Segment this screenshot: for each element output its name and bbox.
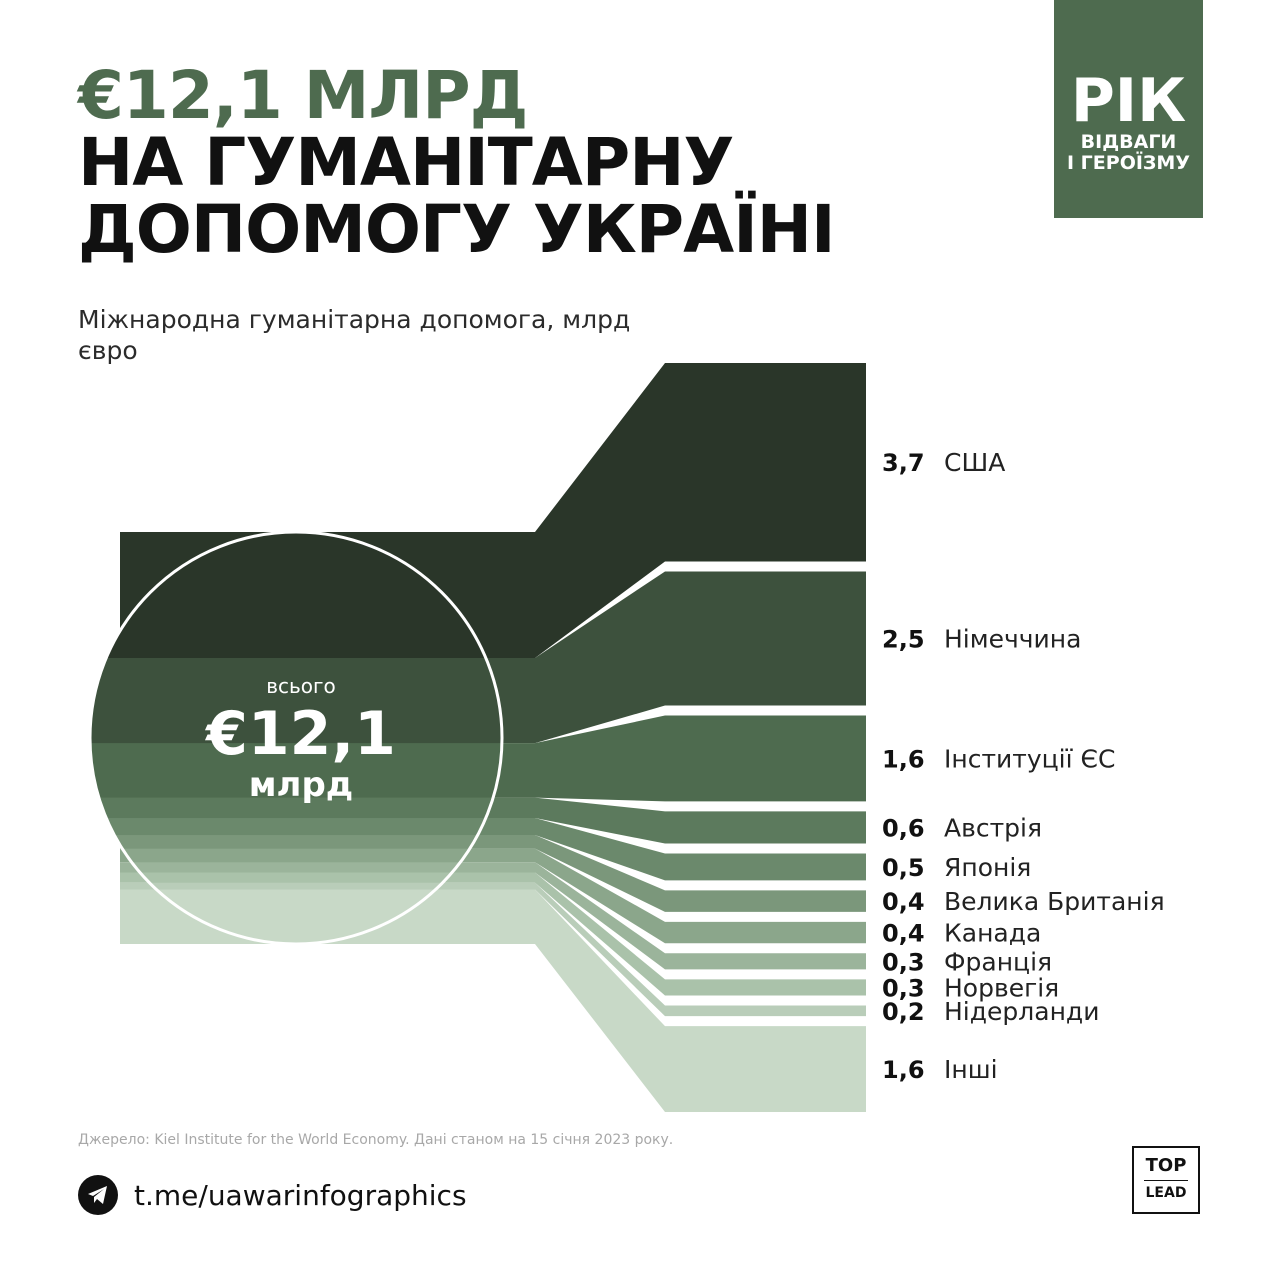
headline-line-2: ДОПОМОГУ УКРАЇНІ	[78, 191, 836, 268]
top-lead-logo: TOP LEAD	[1132, 1146, 1200, 1214]
category-label-item-2: Інституції ЄС	[944, 744, 1115, 773]
category-labels: 3,7 США 2,5 Німеччина 1,6 Інституції ЄС 0,6 Авс…	[882, 448, 1165, 1084]
total-unit: млрд	[249, 765, 354, 805]
circle-band-item-3	[90, 797, 502, 819]
category-label-item-9: Нідерланди	[944, 997, 1099, 1026]
headline-line-1: НА ГУМАНІТАРНУ	[78, 124, 734, 201]
value-label-item-7: 0,3	[882, 948, 925, 976]
circle-band-item-4	[90, 818, 502, 836]
source-note: Джерело: Kiel Institute for the World Ec…	[78, 1132, 674, 1148]
flow-band-item-8	[120, 872, 866, 996]
category-label-item-10: Інші	[944, 1055, 998, 1084]
category-label-item-4: Японія	[944, 853, 1031, 882]
category-label-item-7: Франція	[944, 947, 1052, 976]
circle-band-item-5	[90, 835, 502, 850]
telegram-link-text[interactable]: t.me/uawarinfographics	[134, 1178, 467, 1212]
circle-band-item-8	[90, 872, 502, 884]
badge-title: РІК	[1070, 66, 1187, 136]
category-label-item-6: Канада	[944, 919, 1041, 948]
total-value: €12,1	[204, 699, 396, 769]
category-label-item-8: Норвегія	[944, 973, 1059, 1002]
badge-caption-line-1: ВІДВАГИ	[1080, 131, 1177, 153]
value-label-item-4: 0,5	[882, 854, 925, 882]
total-circle-outline	[88, 530, 504, 946]
chart-subtitle: Міжнародна гуманітарна допомога, млрд єв…	[78, 305, 631, 365]
category-label-item-3: Австрія	[944, 813, 1042, 842]
telegram-icon	[78, 1175, 118, 1215]
value-label-item-0: 3,7	[882, 449, 925, 477]
flow-band-item-7	[120, 862, 866, 970]
badge-caption: ВІДВАГИ І ГЕРОЇЗМУ	[1054, 132, 1203, 174]
flow-band-item-5	[120, 835, 866, 912]
circle-band-item-9	[90, 882, 502, 891]
value-label-item-9: 0,2	[882, 998, 925, 1026]
logo-bottom-text: LEAD	[1145, 1185, 1187, 1201]
value-label-item-8: 0,3	[882, 974, 925, 1002]
telegram-link[interactable]: t.me/uawarinfographics	[78, 1173, 467, 1217]
category-label-item-0: США	[944, 448, 1005, 477]
headline: €12,1 МЛРД НА ГУМАНІТАРНУ ДОПОМОГУ УКРАЇ…	[78, 57, 836, 268]
circle-band-item-2	[90, 743, 502, 799]
flow-band-item-10	[120, 889, 866, 1112]
total-label: всього	[266, 674, 336, 698]
category-label-item-5: Велика Британія	[944, 887, 1165, 916]
year-badge: РІК ВІДВАГИ І ГЕРОЇЗМУ	[1054, 0, 1203, 218]
value-label-item-2: 1,6	[882, 745, 925, 773]
headline-accent: €12,1 МЛРД	[78, 57, 528, 134]
value-label-item-5: 0,4	[882, 888, 925, 916]
circle-band-item-7	[90, 862, 502, 874]
value-label-item-1: 2,5	[882, 626, 925, 654]
badge-caption-line-2: І ГЕРОЇЗМУ	[1067, 152, 1190, 174]
circle-band-item-6	[90, 848, 502, 863]
value-label-item-3: 0,6	[882, 814, 925, 842]
logo-top-text: TOP	[1145, 1155, 1187, 1176]
value-label-item-6: 0,4	[882, 920, 925, 948]
circle-band-item-1	[90, 657, 502, 744]
category-label-item-1: Німеччина	[944, 625, 1081, 654]
value-label-item-10: 1,6	[882, 1056, 925, 1084]
logo-divider	[1144, 1180, 1188, 1181]
total-circle-bands	[90, 532, 502, 944]
